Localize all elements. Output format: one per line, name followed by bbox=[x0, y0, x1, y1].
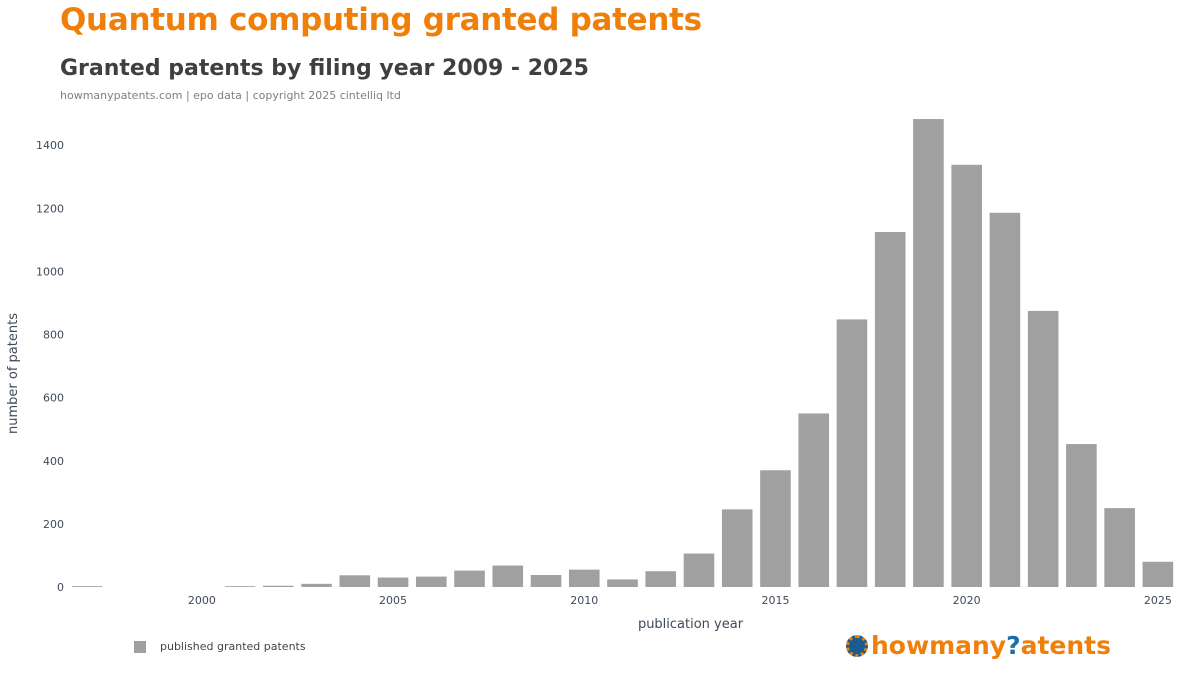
bar bbox=[530, 575, 562, 587]
globe-icon bbox=[846, 634, 868, 657]
y-tick-label: 1000 bbox=[36, 265, 64, 278]
bar bbox=[607, 579, 638, 587]
page-title: Quantum computing granted patents bbox=[60, 2, 702, 38]
bar bbox=[568, 569, 600, 587]
source-note: howmanypatents.com | epo data | copyrigh… bbox=[60, 89, 401, 102]
bar bbox=[836, 319, 868, 587]
x-tick-label: 2025 bbox=[1144, 594, 1172, 607]
bar bbox=[377, 577, 409, 587]
y-axis-title: number of patents bbox=[6, 313, 21, 434]
x-axis-title: publication year bbox=[638, 617, 744, 632]
legend-swatch bbox=[134, 640, 146, 653]
chart-subtitle: Granted patents by filing year 2009 - 20… bbox=[60, 56, 589, 81]
bar bbox=[645, 571, 677, 587]
x-tick-label: 2015 bbox=[761, 594, 789, 607]
bar bbox=[874, 232, 906, 587]
bar bbox=[721, 509, 753, 587]
y-tick-label: 200 bbox=[43, 518, 64, 531]
bar bbox=[798, 413, 830, 587]
y-tick-label: 0 bbox=[57, 581, 64, 594]
bar bbox=[492, 565, 524, 587]
brand-text-part1: howmany bbox=[871, 631, 1007, 660]
y-tick-label: 1400 bbox=[36, 139, 64, 152]
bar bbox=[71, 586, 103, 587]
bar bbox=[760, 470, 791, 587]
y-tick-label: 600 bbox=[43, 392, 64, 405]
x-tick-label: 2010 bbox=[570, 594, 598, 607]
bar bbox=[1066, 444, 1097, 587]
brand-text-part3: atents bbox=[1020, 631, 1112, 660]
brand-text-part2: ? bbox=[1006, 631, 1021, 660]
bar bbox=[415, 576, 447, 587]
bar bbox=[301, 583, 332, 587]
x-tick-label: 2005 bbox=[379, 594, 407, 607]
y-tick-label: 800 bbox=[43, 329, 64, 342]
bar bbox=[339, 575, 371, 587]
bar bbox=[683, 553, 715, 587]
y-tick-label: 400 bbox=[43, 455, 64, 468]
legend[interactable]: published granted patents bbox=[134, 640, 306, 653]
bar bbox=[989, 212, 1021, 587]
bar bbox=[454, 570, 485, 587]
bar bbox=[913, 119, 944, 587]
bar bbox=[263, 585, 294, 587]
legend-label: published granted patents bbox=[160, 640, 306, 653]
bar bbox=[1142, 561, 1174, 587]
brand-logo: howmany? atents bbox=[846, 631, 1111, 660]
bar bbox=[224, 586, 256, 587]
bar bbox=[1027, 310, 1059, 587]
x-tick-label: 2020 bbox=[953, 594, 981, 607]
x-tick-label: 2000 bbox=[188, 594, 216, 607]
bar bbox=[1104, 508, 1135, 587]
bar bbox=[951, 164, 982, 587]
y-tick-label: 1200 bbox=[36, 202, 64, 215]
